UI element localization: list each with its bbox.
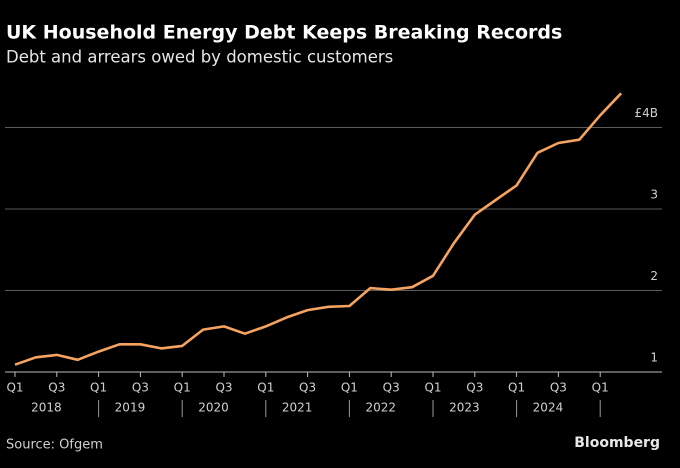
x-tick-label: Q3 (466, 381, 483, 395)
year-label: 2018 (31, 401, 62, 415)
x-tick-label: Q1 (90, 381, 107, 395)
x-tick-label: Q3 (48, 381, 65, 395)
y-tick-label: £4B (634, 106, 658, 120)
x-tick-label: Q3 (215, 381, 232, 395)
x-tick-label: Q1 (341, 381, 358, 395)
chart-subtitle: Debt and arrears owed by domestic custom… (6, 48, 393, 67)
year-label: 2022 (365, 401, 396, 415)
year-label: 2019 (115, 401, 146, 415)
year-label: 2023 (449, 401, 480, 415)
x-tick-label: Q1 (174, 381, 191, 395)
brand: Bloomberg (574, 435, 660, 451)
y-tick-label: 3 (650, 188, 658, 202)
x-tick-label: Q3 (550, 381, 567, 395)
y-tick-label: 2 (650, 269, 658, 283)
x-tick-label: Q3 (132, 381, 149, 395)
source: Source: Ofgem (6, 438, 103, 453)
x-tick-label: Q1 (592, 381, 609, 395)
data-line (14, 92, 623, 366)
x-tick-label: Q1 (6, 381, 23, 395)
year-label: 2020 (198, 401, 229, 415)
chart-title: UK Household Energy Debt Keeps Breaking … (6, 22, 562, 44)
x-tick-label: Q1 (424, 381, 441, 395)
y-tick-label: 1 (650, 351, 658, 365)
x-tick-label: Q3 (383, 381, 400, 395)
year-label: 2024 (533, 401, 564, 415)
x-tick-label: Q1 (508, 381, 525, 395)
year-label: 2021 (282, 401, 313, 415)
x-tick-label: Q3 (299, 381, 316, 395)
x-tick-label: Q1 (257, 381, 274, 395)
